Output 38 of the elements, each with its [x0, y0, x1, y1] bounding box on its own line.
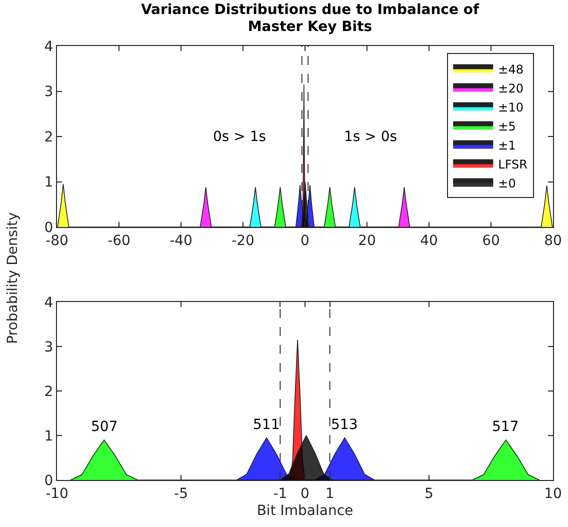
x-tick-label: -40 [170, 232, 192, 249]
legend-label: ±10 [498, 100, 524, 114]
y-tick-label: 2 [44, 129, 54, 146]
x-tick-label: 0 [300, 232, 310, 249]
legend-label: ±48 [498, 62, 524, 76]
x-tick-label: -60 [108, 232, 130, 249]
x-tick-label: 10 [544, 486, 562, 502]
annotation: 513 [331, 417, 358, 433]
y-tick-label: 2 [44, 384, 54, 400]
legend-label: ±5 [498, 119, 516, 134]
y-tick-label: 3 [44, 339, 54, 356]
chart-title: Variance Distributions due to Imbalance of Master Key Bits [140, 2, 480, 36]
x-tick-label: 40 [420, 232, 438, 249]
y-tick-label: 4 [44, 38, 54, 55]
x-tick-label: 80 [544, 232, 562, 249]
x-tick-label: 1 [325, 486, 334, 502]
x-tick-label: -5 [174, 486, 188, 502]
legend-label: ±0 [498, 176, 516, 190]
x-tick-label: 0 [300, 486, 310, 502]
annotation: 517 [492, 419, 519, 435]
y-tick-label: 3 [44, 84, 54, 100]
annotation: 511 [253, 417, 280, 433]
x-tick-label: 20 [358, 232, 376, 249]
x-tick-label: 5 [424, 486, 434, 502]
y-tick-label: 4 [44, 294, 54, 311]
y-tick-label: 1 [44, 174, 54, 191]
legend-label: ±1 [498, 138, 516, 152]
legend-label: LFSR [498, 157, 528, 172]
y-axis-title: Probability Density [5, 211, 21, 346]
x-axis-title: Bit Imbalance [256, 503, 354, 520]
x-tick-label: -1 [273, 486, 288, 502]
legend-label: ±20 [498, 81, 524, 96]
x-tick-label: 60 [482, 232, 500, 249]
annotation: 0s > 1s [213, 129, 266, 145]
annotation: 507 [91, 419, 118, 435]
annotation: 1s > 0s [344, 129, 398, 145]
x-tick-label: -20 [232, 232, 254, 249]
y-tick-label: 1 [44, 428, 54, 444]
